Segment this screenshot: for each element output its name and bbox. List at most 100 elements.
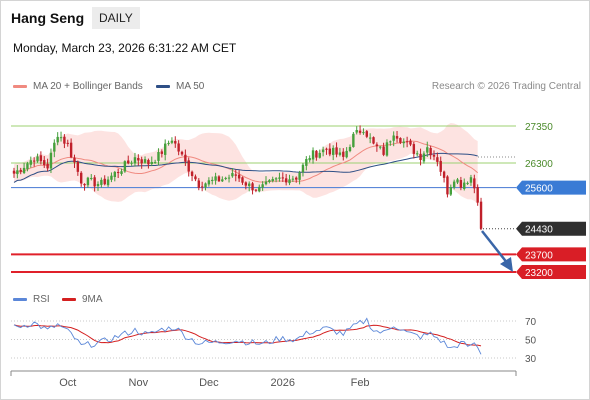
candle-52 — [187, 157, 190, 177]
candle-0 — [12, 167, 16, 178]
candle-80 — [281, 172, 284, 182]
candle-4 — [26, 161, 29, 172]
rsi-tick-50: 50 — [525, 336, 537, 347]
candle-body — [382, 146, 385, 155]
candle-95 — [332, 145, 335, 161]
candle-body — [36, 156, 39, 162]
candle-72 — [254, 188, 258, 193]
candle-55 — [197, 178, 200, 191]
candle-body — [244, 182, 248, 186]
legend-item-bollinger: MA 20 + Bollinger Bands — [13, 81, 143, 92]
candle-body — [426, 147, 429, 153]
candle-136 — [469, 174, 473, 186]
legend-label-bollinger: MA 20 + Bollinger Bands — [33, 81, 143, 92]
candle-body — [113, 171, 116, 178]
candle-73 — [258, 184, 261, 193]
candle-body — [328, 148, 332, 155]
candle-body — [123, 161, 127, 172]
legend-label-ma50: MA 50 — [176, 81, 205, 92]
candle-body — [32, 160, 36, 162]
candle-122 — [422, 151, 426, 164]
rsi-tick-30: 30 — [525, 354, 537, 365]
candle-34 — [127, 155, 130, 165]
candle-body — [446, 176, 449, 195]
candle-116 — [402, 138, 405, 148]
candle-7 — [36, 153, 39, 163]
candle-body — [442, 171, 446, 178]
candle-43 — [157, 148, 160, 166]
candle-body — [120, 171, 123, 174]
candle-124 — [429, 145, 432, 160]
x-tick-Oct: Oct — [59, 377, 76, 389]
bollinger-band-fill — [14, 123, 478, 205]
candle-body — [429, 148, 432, 156]
candle-body — [342, 151, 345, 157]
forecast-arrow-layer — [481, 230, 513, 272]
candle-19 — [76, 160, 80, 176]
candle-15 — [63, 134, 66, 149]
candle-body — [241, 177, 244, 183]
candle-body — [308, 158, 311, 161]
candle-body — [19, 169, 22, 172]
candle-42 — [153, 159, 157, 164]
candle-22 — [86, 176, 90, 188]
candle-body — [321, 149, 325, 153]
candle-body — [298, 172, 301, 180]
candle-body — [375, 144, 379, 147]
candle-110 — [382, 142, 385, 157]
candle-3 — [22, 162, 26, 175]
candle-body — [305, 159, 308, 166]
candle-37 — [137, 154, 140, 166]
candle-107 — [372, 136, 375, 145]
candle-44 — [160, 149, 164, 158]
candle-90 — [315, 149, 318, 161]
candle-body — [93, 177, 96, 187]
candle-body — [53, 142, 56, 152]
candle-body — [127, 160, 130, 164]
candle-body — [234, 174, 237, 176]
candle-89 — [311, 147, 315, 164]
candle-body — [311, 150, 315, 160]
candle-58 — [207, 177, 211, 187]
candle-18 — [73, 154, 76, 168]
candle-27 — [103, 175, 106, 186]
interval-selector[interactable]: DAILY — [92, 7, 140, 29]
candle-body — [379, 146, 382, 148]
candle-114 — [395, 131, 399, 143]
candle-body — [103, 178, 106, 185]
candle-body — [83, 184, 86, 186]
candle-117 — [405, 136, 409, 148]
candle-body — [284, 178, 288, 183]
candle-94 — [328, 143, 332, 157]
candle-body — [422, 153, 426, 162]
x-tick-Nov: Nov — [129, 377, 149, 389]
bollinger-band-layer — [14, 123, 478, 205]
candle-body — [80, 172, 83, 184]
candle-92 — [321, 146, 325, 157]
candle-56 — [200, 181, 204, 192]
candle-49 — [177, 140, 180, 156]
candle-body — [456, 179, 459, 183]
candle-body — [29, 160, 32, 165]
candle-79 — [278, 172, 281, 182]
candle-body — [237, 174, 241, 179]
forecast-arrow-shaft — [481, 230, 509, 265]
candle-body — [352, 133, 355, 147]
candle-body — [291, 178, 295, 180]
candle-body — [164, 143, 167, 155]
candle-88 — [308, 155, 311, 163]
candle-body — [258, 186, 261, 192]
candle-body — [177, 143, 180, 152]
candle-body — [69, 142, 73, 158]
candle-106 — [368, 133, 372, 144]
candle-77 — [271, 176, 274, 183]
candle-138 — [476, 184, 479, 206]
candle-12 — [53, 139, 56, 158]
candle-98 — [342, 148, 345, 161]
candle-2 — [19, 167, 22, 175]
level-badge-23200 — [516, 265, 586, 279]
candle-body — [200, 186, 204, 188]
candle-body — [385, 142, 389, 156]
candle-118 — [409, 138, 412, 147]
candle-28 — [106, 176, 110, 188]
